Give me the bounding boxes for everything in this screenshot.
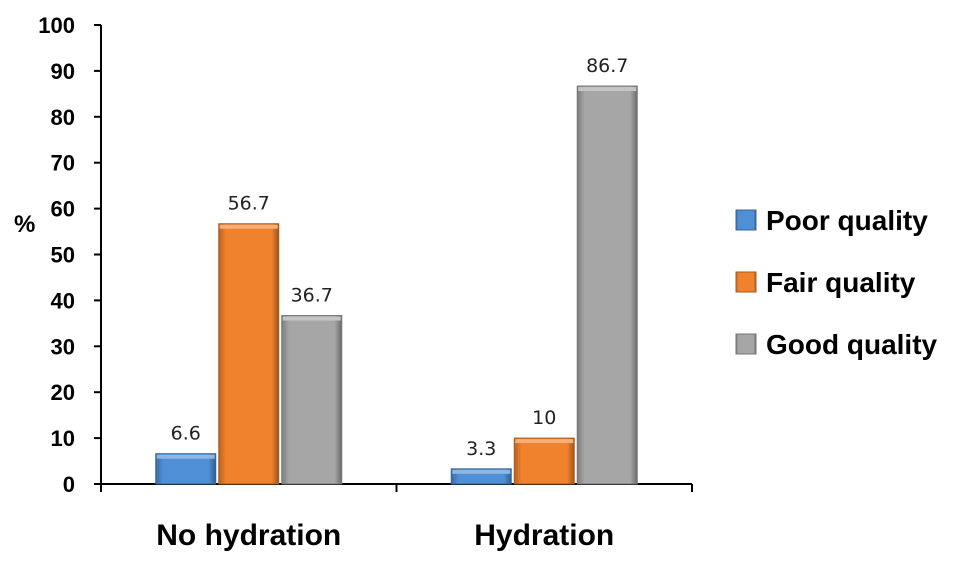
legend-item-fair-quality: Fair quality: [735, 267, 916, 298]
bar-rect: [513, 437, 575, 485]
bar-top-bevel: [219, 224, 278, 229]
y-tick-label: 60: [51, 197, 75, 222]
legend-swatch: [735, 333, 757, 355]
data-label: 56.7: [228, 193, 270, 215]
data-label: 6.6: [171, 423, 201, 445]
bar-good-quality-0: [281, 315, 343, 485]
y-tick-label: 30: [51, 334, 75, 359]
y-tick-label: 70: [51, 151, 75, 176]
data-label: 86.7: [586, 55, 628, 77]
bar-top-bevel: [156, 454, 215, 459]
y-tick-label: 10: [51, 426, 75, 451]
y-tick-label: 0: [63, 472, 75, 497]
y-axis-label: %: [14, 211, 35, 238]
bar-fair-quality-1: [513, 437, 575, 485]
bar-top-bevel: [578, 87, 637, 92]
bar-good-quality-1: [576, 85, 638, 485]
bar-rect: [218, 223, 280, 485]
bar-rect: [281, 315, 343, 485]
legend-swatch: [735, 271, 757, 293]
bar-poor-quality-0: [155, 453, 217, 485]
legend: Poor quality Fair quality Good quality: [735, 205, 938, 360]
bar-rect: [576, 85, 638, 485]
bar-rect: [155, 453, 217, 485]
legend-item-good-quality: Good quality: [735, 329, 938, 360]
x-category-label: Hydration: [474, 519, 614, 552]
x-category-label: No hydration: [156, 519, 341, 552]
bar-top-bevel: [282, 316, 341, 321]
y-tick-label: 90: [51, 59, 75, 84]
y-tick-label: 20: [51, 380, 75, 405]
y-tick-label: 80: [51, 105, 75, 130]
y-tick-label: 100: [38, 13, 75, 38]
legend-label: Fair quality: [766, 267, 916, 298]
bar-fair-quality-0: [218, 223, 280, 485]
y-tick-label: 40: [51, 288, 75, 313]
legend-item-poor-quality: Poor quality: [735, 205, 928, 236]
bar-poor-quality-1: [450, 468, 512, 485]
data-label: 10: [532, 407, 556, 429]
data-label: 36.7: [291, 285, 333, 307]
data-label: 3.3: [466, 438, 496, 460]
legend-label: Poor quality: [766, 205, 928, 236]
plot-area: 0 10 20 30 40 50 60 70 80 90 100 6.6 56.7 36.7 No hydr…: [38, 13, 693, 552]
y-tick-label: 50: [51, 243, 75, 268]
bar-top-bevel: [452, 469, 511, 474]
legend-label: Good quality: [766, 329, 938, 360]
bar-top-bevel: [515, 439, 574, 444]
legend-swatch: [735, 209, 757, 231]
